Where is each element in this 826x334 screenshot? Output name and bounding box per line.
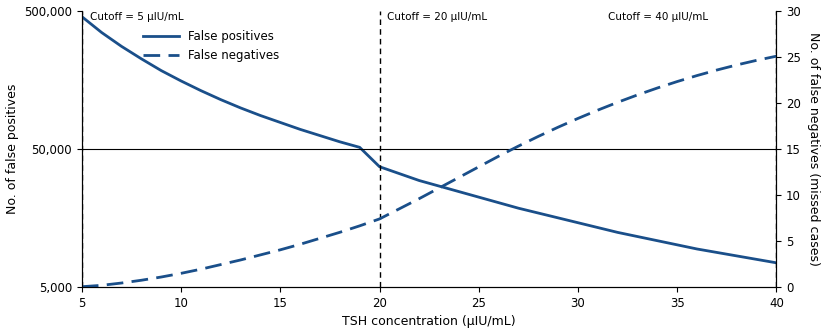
Legend: False positives, False negatives: False positives, False negatives [143, 30, 279, 62]
Y-axis label: No. of false negatives (missed cases): No. of false negatives (missed cases) [808, 32, 820, 266]
False positives [374, 165, 384, 169]
False positives [116, 44, 126, 48]
False positives [97, 30, 107, 34]
Line: False negatives: False negatives [82, 56, 776, 287]
False negatives [534, 134, 544, 138]
False negatives [216, 263, 225, 267]
False negatives [692, 73, 702, 77]
Text: Cutoff = 20 μIU/mL: Cutoff = 20 μIU/mL [387, 12, 487, 22]
False negatives [771, 54, 781, 58]
False positives [136, 57, 146, 61]
False negatives [394, 207, 404, 211]
False positives [494, 201, 504, 205]
False negatives [235, 258, 245, 262]
False negatives [752, 58, 762, 62]
False positives [653, 239, 662, 243]
False negatives [116, 281, 126, 285]
False positives [732, 254, 742, 258]
False negatives [732, 63, 742, 67]
False negatives [553, 125, 563, 129]
False positives [176, 79, 186, 83]
False negatives [415, 197, 425, 201]
False negatives [633, 93, 643, 97]
X-axis label: TSH concentration (μIU/mL): TSH concentration (μIU/mL) [342, 315, 516, 328]
False negatives [354, 224, 364, 228]
False negatives [156, 275, 166, 279]
False positives [354, 145, 364, 149]
False negatives [315, 236, 325, 240]
False positives [593, 225, 603, 229]
False positives [752, 258, 762, 262]
False negatives [176, 271, 186, 275]
False negatives [494, 154, 504, 158]
False positives [553, 216, 563, 220]
False negatives [712, 68, 722, 72]
False positives [275, 121, 285, 125]
False positives [514, 206, 524, 210]
False positives [771, 261, 781, 265]
False positives [394, 172, 404, 176]
False negatives [97, 283, 107, 287]
False negatives [613, 100, 623, 104]
False negatives [136, 278, 146, 282]
False positives [534, 211, 544, 215]
False positives [633, 234, 643, 238]
False negatives [454, 175, 464, 179]
False positives [235, 106, 245, 110]
False positives [315, 134, 325, 138]
False negatives [653, 86, 662, 90]
False negatives [573, 117, 583, 121]
False negatives [275, 248, 285, 252]
False positives [255, 114, 265, 118]
False negatives [374, 217, 384, 221]
False negatives [196, 267, 206, 271]
False positives [672, 243, 682, 247]
Text: Cutoff = 40 μIU/mL: Cutoff = 40 μIU/mL [608, 12, 708, 22]
False negatives [514, 144, 524, 148]
False negatives [434, 186, 444, 190]
False negatives [295, 242, 305, 246]
False positives [295, 127, 305, 131]
False positives [434, 184, 444, 188]
False positives [335, 140, 344, 144]
False negatives [77, 285, 87, 289]
Text: Cutoff = 5 μIU/mL: Cutoff = 5 μIU/mL [90, 12, 183, 22]
False positives [692, 247, 702, 251]
False positives [216, 98, 225, 102]
False positives [415, 179, 425, 183]
False negatives [335, 230, 344, 234]
False positives [196, 89, 206, 93]
Line: False positives: False positives [82, 17, 776, 263]
False positives [573, 221, 583, 225]
False positives [77, 15, 87, 19]
False positives [613, 230, 623, 234]
False positives [474, 195, 484, 199]
Y-axis label: No. of false positives: No. of false positives [6, 84, 18, 214]
False positives [454, 190, 464, 194]
False negatives [672, 79, 682, 84]
False negatives [474, 165, 484, 169]
False positives [712, 250, 722, 255]
False negatives [255, 253, 265, 257]
False negatives [593, 108, 603, 112]
False positives [156, 68, 166, 72]
